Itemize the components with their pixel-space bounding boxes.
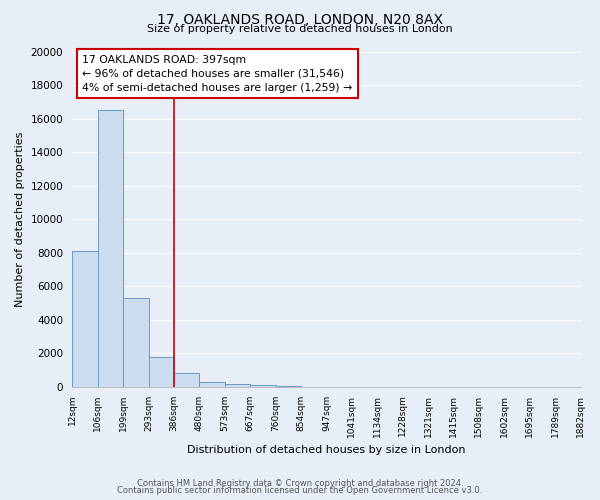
Bar	[98, 110, 123, 387]
Text: Size of property relative to detached houses in London: Size of property relative to detached ho…	[147, 24, 453, 34]
Bar	[123, 298, 149, 387]
Text: 17, OAKLANDS ROAD, LONDON, N20 8AX: 17, OAKLANDS ROAD, LONDON, N20 8AX	[157, 12, 443, 26]
Text: 17 OAKLANDS ROAD: 397sqm
← 96% of detached houses are smaller (31,546)
4% of sem: 17 OAKLANDS ROAD: 397sqm ← 96% of detach…	[82, 55, 353, 93]
Text: Contains public sector information licensed under the Open Government Licence v3: Contains public sector information licen…	[118, 486, 482, 495]
Bar	[275, 386, 301, 387]
Bar	[149, 356, 174, 387]
Text: Contains HM Land Registry data © Crown copyright and database right 2024.: Contains HM Land Registry data © Crown c…	[137, 478, 463, 488]
Bar	[250, 385, 275, 387]
Bar	[199, 382, 225, 387]
X-axis label: Distribution of detached houses by size in London: Distribution of detached houses by size …	[187, 445, 466, 455]
Bar	[73, 251, 98, 387]
Bar	[174, 374, 199, 387]
Y-axis label: Number of detached properties: Number of detached properties	[15, 132, 25, 307]
Bar	[225, 384, 250, 387]
